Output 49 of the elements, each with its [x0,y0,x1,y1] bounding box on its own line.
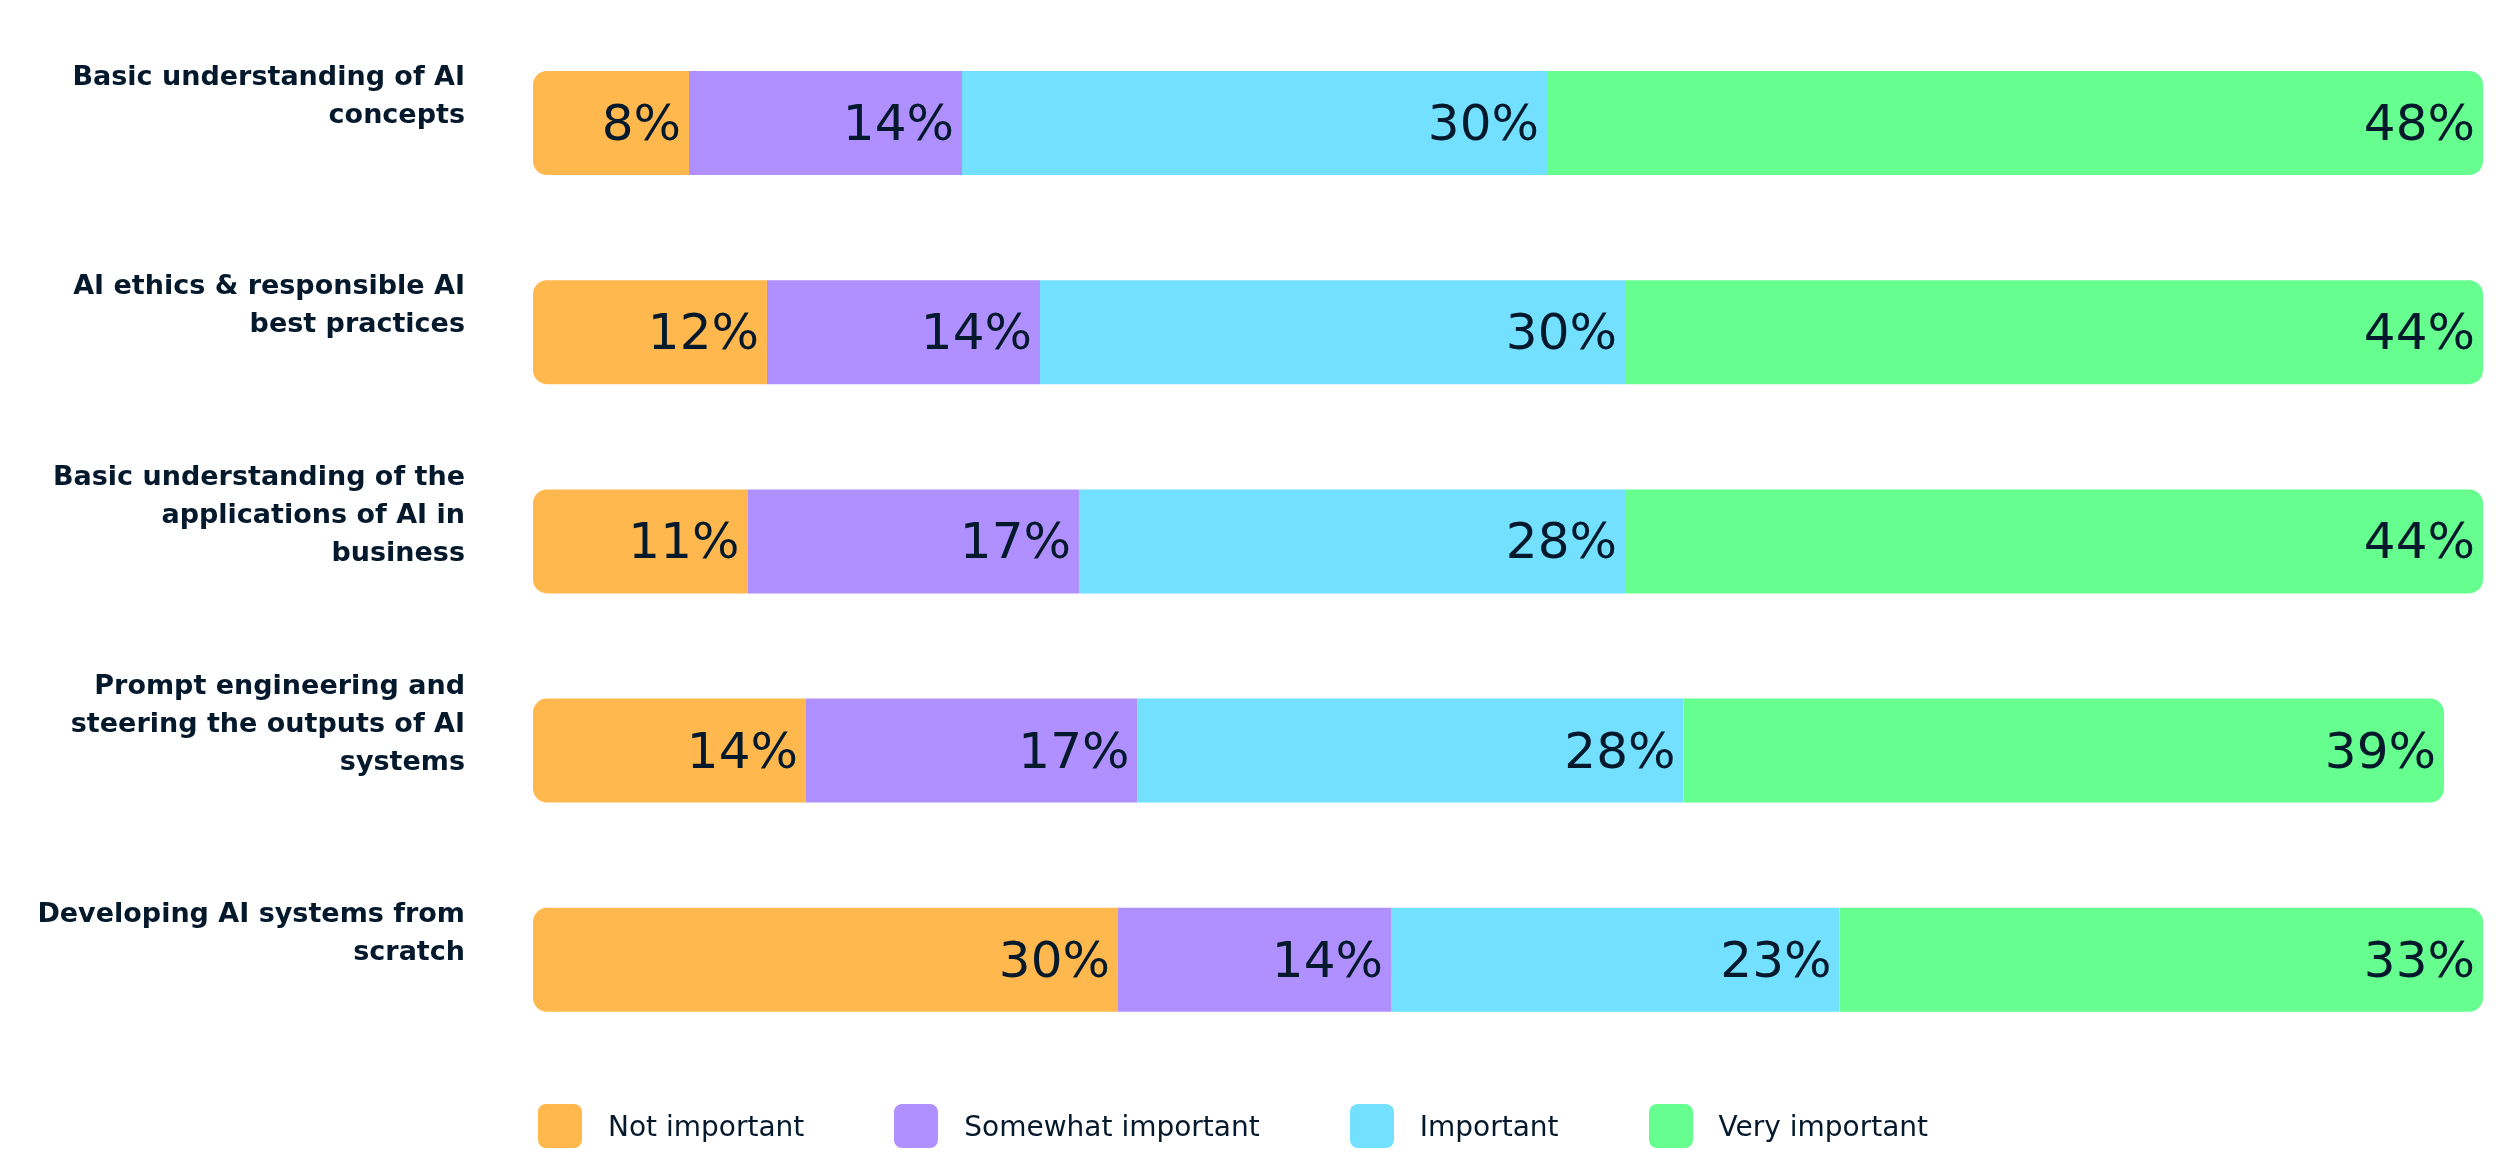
bar [533,280,767,385]
y-tick-label: AI ethics & responsible AI best practices [73,269,465,339]
bar [1625,280,2483,385]
data-label: 28% [1505,512,1617,571]
bar [533,489,748,594]
data-label: 33% [2363,930,2475,989]
bar [689,71,962,175]
data-label: 14% [842,94,954,152]
y-tick-label: Basic understanding of the applications of AI in business [52,459,465,567]
data-label: 44% [2363,303,2475,362]
bar [1079,489,1625,594]
data-label: 17% [959,512,1071,571]
data-label: 44% [2363,512,2475,571]
bar [1683,698,2444,803]
data-label: 30% [1427,94,1539,152]
data-label: 14% [1271,930,1383,989]
bar [1040,280,1625,385]
legend-label: Important [1419,1109,1559,1143]
data-label: 12% [647,303,759,362]
data-label: 30% [998,930,1110,989]
y-tick-label: Basic understanding of AI concepts [72,60,465,130]
data-label: 14% [920,303,1032,362]
bar [533,907,1118,1012]
data-label: 28% [1564,721,1676,780]
data-label: 30% [1505,303,1617,362]
bar [533,698,806,803]
bar [1118,907,1391,1012]
legend-label: Not important [608,1109,805,1143]
data-label: 11% [628,512,740,571]
bar [1391,907,1840,1012]
data-label: 17% [1018,721,1130,780]
bar [533,71,689,175]
data-label: 48% [2363,94,2475,152]
data-label: 8% [601,94,681,152]
bar [767,280,1040,385]
data-label: 39% [2324,721,2436,780]
bar [1839,907,2483,1012]
y-tick-label: Developing AI systems from scratch [37,896,465,966]
y-tick-label: Prompt engineering and steering the outputs of AI systems [70,668,465,776]
data-label: 14% [686,721,798,780]
bar [1625,489,2483,594]
legend-label: Somewhat important [964,1109,1260,1143]
legend-label: Very important [1718,1109,1929,1143]
bar [806,698,1138,803]
bar [1547,71,2483,175]
data-label: 23% [1720,930,1832,989]
bar [962,71,1547,175]
bar [747,489,1079,594]
bar [1137,698,1684,803]
